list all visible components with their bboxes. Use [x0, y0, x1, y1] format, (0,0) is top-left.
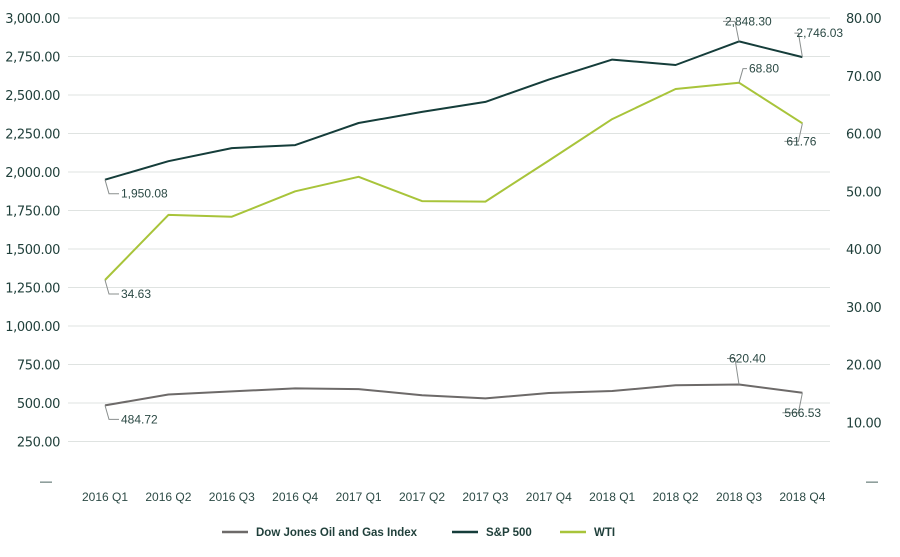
- data-label: 68.80: [749, 62, 779, 76]
- left-axis: 3,000.00 2,750.00 2,500.00 2,250.00 2,000.00…: [5, 12, 60, 488]
- x-tick-label: 2018 Q1: [589, 490, 635, 504]
- left-zero-mark: —: [40, 474, 52, 488]
- left-tick-label: 3,000.00: [5, 12, 60, 27]
- left-tick-label: 1,750.00: [5, 205, 60, 220]
- data-label: 1,950.08: [121, 187, 168, 201]
- data-label: 2,746.03: [796, 26, 843, 40]
- left-tick-label: 2,250.00: [5, 128, 60, 143]
- x-tick-label: 2018 Q2: [653, 490, 699, 504]
- left-tick-label: 1,000.00: [5, 320, 60, 335]
- data-label: 61.76: [786, 134, 816, 148]
- legend: Dow Jones Oil and Gas Index S&P 500 WTI: [222, 527, 615, 539]
- gridlines: [68, 17, 830, 442]
- data-label: 2,848.30: [725, 14, 772, 28]
- right-tick-label: 70.00: [846, 70, 881, 85]
- x-axis: 2016 Q1 2016 Q2 2016 Q3 2016 Q4 2017 Q1 2017 …: [82, 490, 826, 504]
- right-axis: 80.00 70.00 60.00 50.00 40.00 30.00 20.00 10.00…: [846, 12, 882, 488]
- left-tick-label: 1,250.00: [5, 282, 60, 297]
- left-tick-label: 2,000.00: [5, 166, 60, 181]
- data-label-leader: [104, 405, 119, 420]
- data-label-leader: [738, 68, 747, 83]
- x-tick-label: 2017 Q4: [526, 490, 572, 504]
- right-tick-label: 20.00: [846, 359, 881, 374]
- legend-label: S&P 500: [486, 527, 532, 539]
- x-tick-label: 2016 Q1: [82, 490, 128, 504]
- x-tick-label: 2016 Q2: [145, 490, 191, 504]
- x-tick-label: 2016 Q4: [272, 490, 318, 504]
- series-lines: [104, 40, 803, 407]
- data-label-leader: [104, 179, 119, 195]
- right-tick-label: 60.00: [846, 128, 881, 143]
- right-tick-label: 80.00: [846, 12, 881, 27]
- left-tick-label: 500.00: [17, 397, 60, 412]
- data-label: 484.72: [121, 412, 158, 426]
- x-tick-label: 2017 Q3: [462, 490, 508, 504]
- left-tick-label: 2,500.00: [5, 89, 60, 104]
- data-labels: 1,950.08 2,848.30 2,746.03 34.63 68.80 61.76 4…: [104, 14, 843, 426]
- left-tick-label: 750.00: [17, 359, 60, 374]
- right-tick-label: 40.00: [846, 243, 881, 258]
- data-label-leader: [794, 32, 803, 58]
- x-tick-label: 2018 Q4: [779, 490, 825, 504]
- data-label-leader: [784, 123, 803, 142]
- series-line: [104, 81, 803, 281]
- x-tick-label: 2018 Q3: [716, 490, 762, 504]
- x-tick-label: 2017 Q1: [336, 490, 382, 504]
- x-tick-label: 2017 Q2: [399, 490, 445, 504]
- right-tick-label: 10.00: [846, 416, 881, 431]
- data-label-leader: [104, 279, 119, 295]
- data-label: 34.63: [121, 287, 151, 301]
- left-tick-label: 250.00: [17, 436, 60, 451]
- x-tick-label: 2016 Q3: [209, 490, 255, 504]
- right-tick-label: 50.00: [846, 185, 881, 200]
- data-label-leader: [782, 392, 803, 414]
- right-zero-mark: —: [866, 474, 878, 488]
- data-label: 620.40: [729, 351, 766, 365]
- data-label-leader: [723, 20, 740, 42]
- left-tick-label: 1,500.00: [5, 243, 60, 258]
- series-line: [104, 383, 803, 407]
- left-tick-label: 2,750.00: [5, 51, 60, 66]
- data-label-leader: [727, 357, 740, 385]
- legend-label: WTI: [594, 527, 615, 539]
- data-label: 566.53: [784, 406, 821, 420]
- right-tick-label: 30.00: [846, 301, 881, 316]
- legend-label: Dow Jones Oil and Gas Index: [256, 527, 418, 539]
- series-line: [104, 40, 803, 181]
